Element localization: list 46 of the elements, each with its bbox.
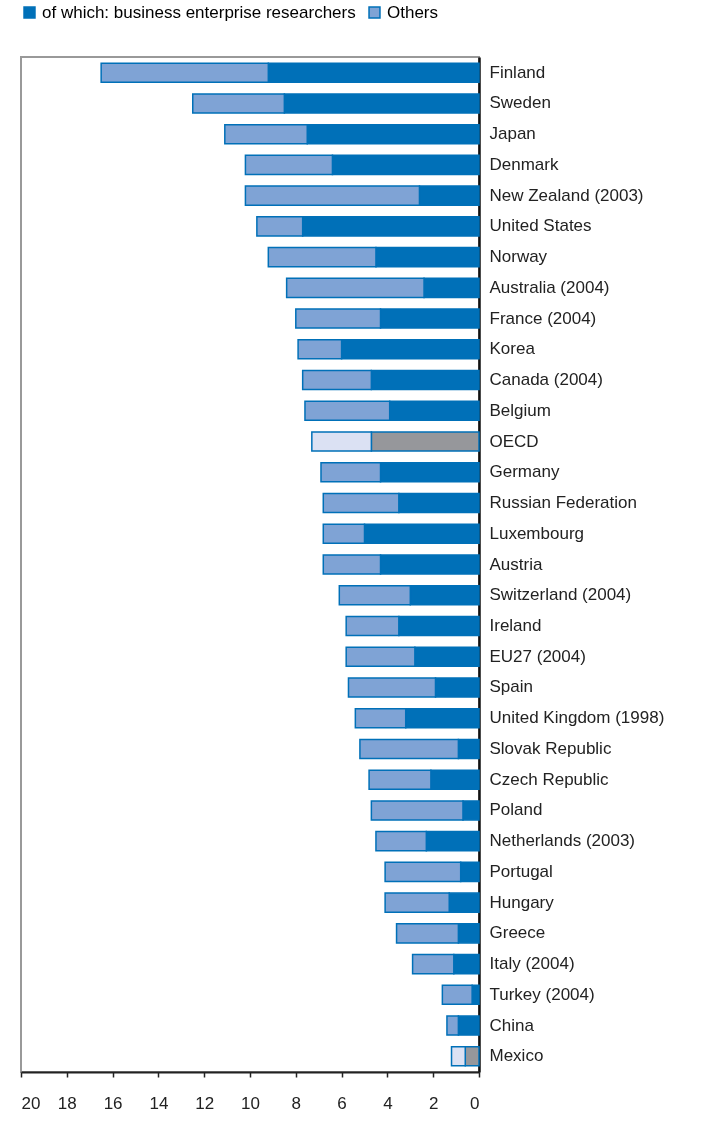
x-tick-label: 14 bbox=[149, 1093, 169, 1113]
y-tick-label: Portugal bbox=[489, 861, 553, 881]
x-tick-label: 18 bbox=[57, 1093, 77, 1113]
y-tick-label: Spain bbox=[489, 677, 533, 697]
x-tick-label: 6 bbox=[337, 1093, 347, 1113]
x-tick-label: 2 bbox=[428, 1093, 439, 1113]
y-tick-label: Australia (2004) bbox=[489, 277, 610, 297]
x-tick-label: 10 bbox=[241, 1093, 260, 1113]
y-tick-label: United Kingdom (1998) bbox=[489, 708, 665, 728]
x-tick-label: 12 bbox=[195, 1093, 215, 1113]
x-tick-label: 20 bbox=[21, 1093, 41, 1113]
x-tick-label: 16 bbox=[103, 1093, 123, 1113]
y-tick-label: Sweden bbox=[489, 93, 551, 113]
y-tick-label: OECD bbox=[489, 431, 539, 451]
y-tick-label: Germany bbox=[489, 462, 560, 482]
y-tick-label: Norway bbox=[489, 247, 548, 267]
y-tick-label: Greece bbox=[489, 923, 546, 943]
x-tick-label: 4 bbox=[383, 1093, 393, 1113]
y-tick-label: Netherlands (2003) bbox=[489, 831, 636, 851]
x-tick-label: 8 bbox=[291, 1093, 302, 1113]
y-tick-label: France (2004) bbox=[489, 308, 597, 328]
y-tick-label: Hungary bbox=[489, 892, 555, 912]
y-tick-label: EU27 (2004) bbox=[489, 646, 586, 666]
y-tick-label: China bbox=[489, 1015, 535, 1035]
legend-label: of which: business enterprise researchers bbox=[42, 2, 356, 22]
legend-label: Others bbox=[387, 2, 439, 22]
y-tick-label: Poland bbox=[489, 800, 543, 820]
y-tick-label: Czech Republic bbox=[489, 769, 610, 789]
y-tick-label: Mexico bbox=[489, 1046, 544, 1066]
y-tick-label: Japan bbox=[489, 124, 536, 144]
y-tick-label: Turkey (2004) bbox=[489, 984, 595, 1004]
y-tick-label: Russian Federation bbox=[489, 493, 637, 513]
y-tick-label: Canada (2004) bbox=[489, 370, 603, 390]
y-tick-label: Luxembourg bbox=[489, 523, 585, 543]
y-tick-label: Denmark bbox=[489, 154, 559, 174]
y-tick-label: New Zealand (2003) bbox=[489, 185, 644, 205]
y-tick-label: Switzerland (2004) bbox=[489, 585, 632, 605]
y-tick-label: Italy (2004) bbox=[489, 954, 575, 974]
y-tick-label: United States bbox=[489, 216, 592, 236]
y-tick-label: Slovak Republic bbox=[489, 738, 612, 758]
y-tick-label: Finland bbox=[489, 62, 546, 82]
x-tick-label: 0 bbox=[470, 1093, 480, 1113]
y-tick-label: Ireland bbox=[489, 615, 542, 635]
y-tick-label: Austria bbox=[489, 554, 543, 574]
y-tick-label: Korea bbox=[489, 339, 536, 359]
y-tick-label: Belgium bbox=[489, 400, 551, 420]
